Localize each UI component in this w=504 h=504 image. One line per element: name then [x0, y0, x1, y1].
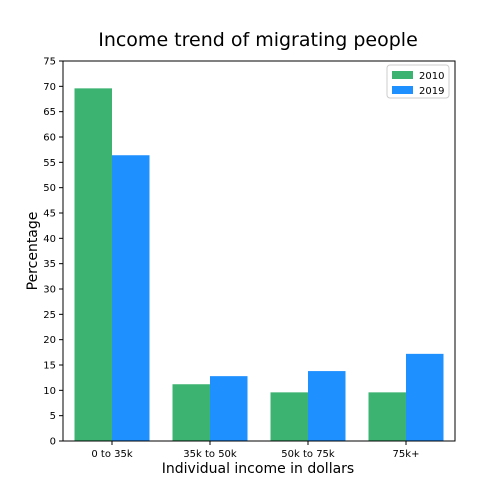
y-tick-label: 40 — [43, 234, 56, 245]
x-axis-label: Individual income in dollars — [162, 461, 354, 477]
bar-2019-0 — [112, 155, 150, 442]
bar-2010-0 — [74, 88, 112, 442]
bar-2019-3 — [406, 353, 444, 441]
legend[interactable]: 2010 2019 — [386, 64, 450, 99]
y-axis-label: Percentage — [25, 212, 41, 291]
y-tick-label: 35 — [43, 259, 56, 270]
bar-2010-3 — [368, 392, 406, 441]
y-tick-label: 25 — [43, 310, 56, 321]
y-tick-label: 50 — [43, 183, 56, 194]
x-tick-label: 35k to 50k — [183, 449, 237, 460]
bars-layer — [74, 88, 444, 442]
legend-swatch-2010 — [392, 71, 413, 79]
y-tick-label: 15 — [43, 361, 56, 372]
x-tick-label: 50k to 75k — [281, 449, 335, 460]
y-tick-label: 60 — [43, 133, 56, 144]
y-tick-label: 55 — [43, 158, 56, 169]
y-tick-label: 20 — [43, 335, 56, 346]
y-tick-label: 70 — [43, 82, 56, 93]
x-tick-label: 0 to 35k — [91, 449, 132, 460]
y-tick-label: 75 — [43, 57, 56, 68]
y-tick-label: 0 — [50, 437, 56, 448]
y-tick-label: 65 — [43, 107, 56, 118]
bar-2010-2 — [270, 392, 308, 441]
y-tick-label: 10 — [43, 386, 56, 397]
legend-label-2010: 2010 — [419, 71, 444, 82]
legend-label-2019: 2019 — [419, 86, 444, 97]
y-tick-label: 5 — [50, 411, 56, 422]
y-axis: 0 5 10 15 20 25 30 35 40 45 50 55 60 65 70 75 — [43, 57, 63, 448]
chart-title: Income trend of migrating people — [98, 29, 418, 51]
bar-2019-2 — [308, 371, 346, 441]
bar-2010-1 — [172, 384, 210, 441]
y-tick-label: 30 — [43, 285, 56, 296]
x-axis: 0 to 35k 35k to 50k 50k to 75k 75k+ — [91, 441, 419, 460]
plot-frame — [62, 60, 456, 442]
y-tick-label: 45 — [43, 209, 56, 220]
x-tick-label: 75k+ — [393, 449, 420, 460]
legend-swatch-2019 — [392, 86, 413, 94]
bar-2019-1 — [210, 376, 248, 441]
